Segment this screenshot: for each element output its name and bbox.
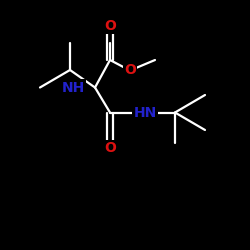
Text: O: O: [104, 19, 116, 33]
Text: O: O: [104, 141, 116, 155]
Text: HN: HN: [134, 106, 156, 120]
Text: O: O: [124, 64, 136, 78]
Text: NH: NH: [62, 80, 86, 94]
